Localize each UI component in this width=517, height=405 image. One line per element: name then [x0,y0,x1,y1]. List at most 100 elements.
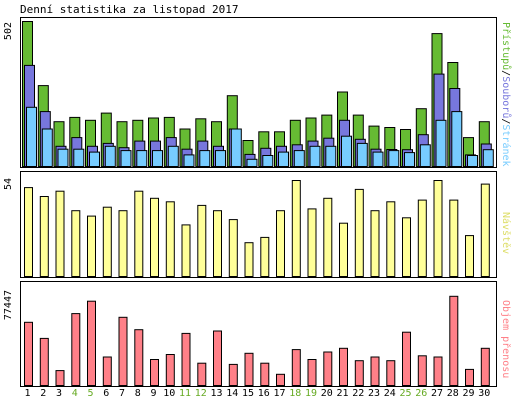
visits-bar [465,235,474,277]
traffic-bar [150,359,159,386]
access-bar-stranek [89,151,100,167]
access-bar-stranek [293,150,305,167]
visits-max-label: 54 [3,178,14,191]
access-bar-stranek [325,145,337,167]
access-bar-chart [22,21,494,167]
visits-bar [449,199,459,277]
day-tick-label: 13 [210,388,223,399]
visits-bar [118,210,128,277]
visits-bar [244,242,254,277]
access-bar-stranek [341,135,352,167]
access-bar-stranek [230,128,242,167]
day-tick-label: 26 [415,388,428,399]
access-bar-stranek [136,150,148,167]
visits-bar [213,210,222,277]
day-tick-label: 17 [273,388,286,399]
traffic-bar [480,347,490,386]
access-bar-stranek [246,158,258,167]
visits-bar [134,190,144,277]
access-bar-stranek [451,111,463,167]
traffic-bar [370,356,380,386]
chart-title: Denní statistika za listopad 2017 [20,3,239,16]
traffic-bar [449,295,459,386]
access-max-label: 502 [3,22,14,41]
day-tick-label: 7 [118,388,126,399]
day-tick-label: 15 [241,388,255,399]
visits-bar [165,201,175,277]
visits-bar [339,222,348,277]
access-bar-stranek [262,155,274,167]
visits-bar [228,219,238,277]
day-tick-label: 9 [150,388,157,399]
traffic-bar [354,360,364,386]
traffic-bar-chart [24,295,490,386]
visits-side-label: Návštěv [500,212,511,255]
day-tick-label: 10 [163,388,176,399]
visits-bar [370,210,380,277]
day-tick-label: 22 [352,388,365,399]
visits-bar [480,183,490,277]
access-bar-stranek [167,145,179,167]
day-tick-label: 19 [304,388,318,399]
access-bar-stranek [388,150,400,167]
visits-bar [417,199,427,277]
traffic-bar [181,332,191,386]
visits-bar-chart [24,180,490,277]
traffic-bar [339,347,348,386]
visits-bar [354,188,364,277]
access-bar-stranek [356,142,368,167]
visits-bar [87,215,96,277]
visits-bar [323,197,333,277]
access-bar-stranek [57,148,69,167]
access-bar-stranek [41,128,53,167]
day-tick-label: 20 [320,388,333,399]
visits-bar [260,236,270,277]
traffic-bar [24,321,33,386]
legend-pristupu: Přístupů [500,22,511,71]
legend-souboru: Souborů [500,76,511,119]
visits-panel [20,171,497,278]
day-tick-label: 16 [257,388,270,399]
traffic-bar [197,362,207,386]
visits-bar [291,180,301,277]
access-bar-stranek [404,152,415,167]
traffic-bar [417,355,427,386]
access-bar-stranek [435,119,447,167]
traffic-bar [39,337,49,386]
traffic-bar [213,330,222,386]
access-bar-stranek [73,148,85,167]
traffic-bar [276,373,285,386]
day-tick-label: 28 [446,388,459,399]
day-tick-label: 14 [226,388,239,399]
day-tick-label: 24 [383,388,396,399]
traffic-bar [228,363,238,386]
traffic-bar [87,300,96,386]
access-bar-stranek [26,106,37,167]
day-tick-label: 30 [478,388,491,399]
day-tick-label: 25 [399,388,412,399]
visits-bar [181,224,191,277]
visits-bar [71,210,81,277]
traffic-bar [118,316,128,386]
access-bar-stranek [215,150,226,167]
day-tick-label: 29 [462,388,475,399]
access-panel [20,17,497,168]
traffic-bar [55,370,65,386]
day-tick-label: 21 [336,388,349,399]
visits-bar [24,187,33,277]
traffic-bar [244,352,254,386]
access-bar-stranek [104,145,116,167]
day-tick-label: 4 [71,388,78,399]
visits-bar [402,217,411,277]
day-tick-label: 5 [87,388,94,399]
legend-separator: / [500,118,511,125]
day-tick-label: 6 [103,388,110,399]
legend-separator: / [500,70,511,77]
day-tick-label: 8 [134,388,141,399]
traffic-bar [71,313,81,386]
visits-bar [307,208,317,277]
traffic-panel [20,281,497,387]
traffic-bar [134,329,144,386]
access-bar-stranek [482,149,494,167]
access-bar-stranek [372,151,384,167]
